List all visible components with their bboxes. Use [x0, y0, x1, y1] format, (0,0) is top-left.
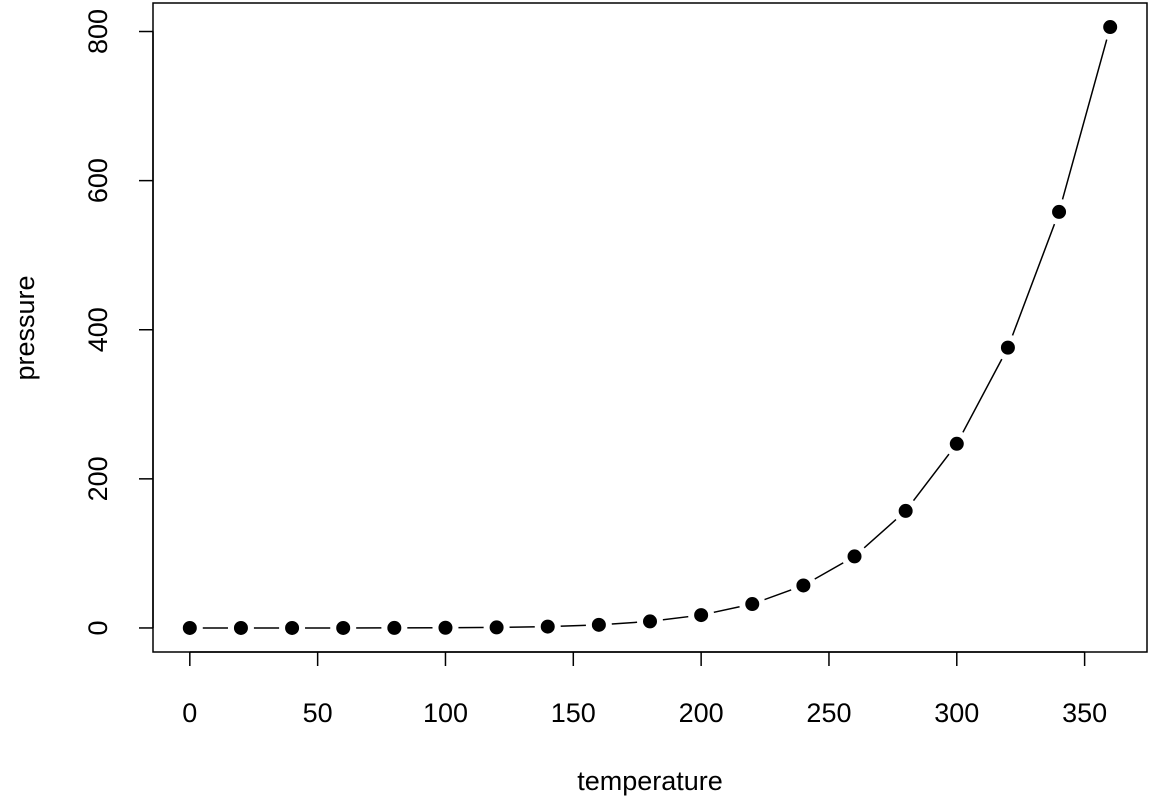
data-point	[892, 497, 919, 524]
x-tick-label: 250	[806, 698, 851, 728]
data-point	[841, 543, 868, 570]
x-tick-label: 300	[934, 698, 979, 728]
data-point	[279, 614, 306, 641]
x-tick-label: 200	[679, 698, 724, 728]
plot-box	[152, 2, 1148, 653]
y-tick-label: 0	[83, 620, 113, 635]
y-tick-label: 800	[83, 9, 113, 54]
series-line	[189, 26, 1111, 629]
x-tick-label: 150	[551, 698, 596, 728]
data-point	[534, 613, 561, 640]
data-point	[330, 614, 357, 641]
x-tick-label: 100	[423, 698, 468, 728]
data-point	[739, 591, 766, 618]
data-point	[585, 611, 612, 638]
x-tick-label: 0	[182, 698, 197, 728]
data-point	[432, 614, 459, 641]
y-tick-label: 600	[83, 158, 113, 203]
data-point	[943, 430, 970, 457]
data-point	[483, 614, 510, 641]
y-axis-label: pressure	[10, 275, 40, 380]
data-point	[381, 614, 408, 641]
data-point	[1097, 14, 1124, 41]
data-point	[790, 572, 817, 599]
data-point	[688, 602, 715, 629]
y-tick-label: 400	[83, 307, 113, 352]
data-point	[176, 614, 203, 641]
data-point	[1046, 198, 1073, 225]
x-axis-label: temperature	[577, 766, 723, 796]
y-tick-label: 200	[83, 456, 113, 501]
data-point	[227, 614, 254, 641]
x-tick-label: 50	[303, 698, 333, 728]
data-point	[994, 334, 1021, 361]
data-point	[637, 608, 663, 635]
x-tick-label: 350	[1062, 698, 1107, 728]
